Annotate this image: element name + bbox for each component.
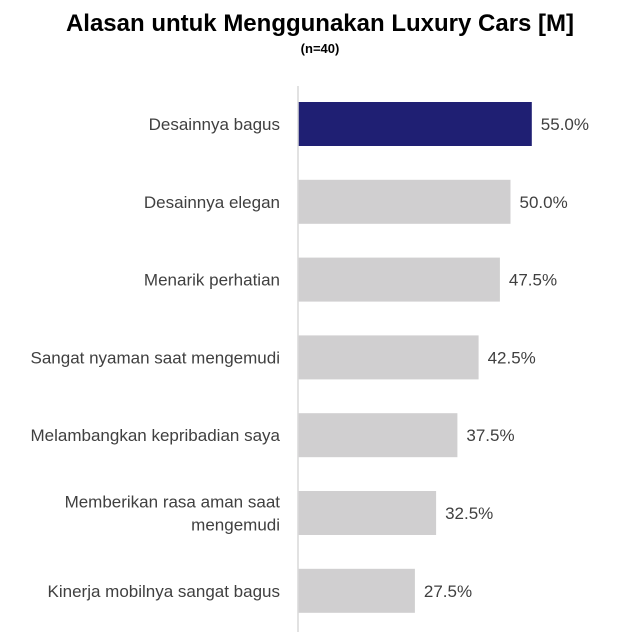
value-label-3: 47.5%: [509, 271, 557, 290]
category-label-3: Menarik perhatian: [144, 271, 280, 290]
value-label-6: 32.5%: [445, 504, 493, 523]
bar-7: [298, 568, 415, 613]
bars-layer: [298, 102, 532, 613]
value-label-2: 50.0%: [520, 193, 568, 212]
bar-6: [298, 491, 437, 535]
value-label-4: 42.5%: [488, 348, 536, 367]
category-label-5: Melambangkan kepribadian saya: [31, 426, 281, 445]
bar-2: [298, 179, 511, 224]
bar-1: [298, 102, 532, 146]
chart-title: Alasan untuk Menggunakan Luxury Cars [M]: [65, 10, 575, 37]
bar-4: [298, 335, 479, 380]
chart-subtitle: (n=40): [300, 41, 340, 56]
category-label-1: Desainnya bagus: [149, 115, 280, 134]
value-label-7: 27.5%: [424, 582, 472, 601]
value-label-1: 55.0%: [541, 115, 589, 134]
category-label-4: Sangat nyaman saat mengemudi: [31, 348, 281, 367]
bar-3: [298, 257, 500, 302]
labels-layer: 55.0% Desainnya bagus 50.0% Desainnya elega…: [31, 115, 590, 601]
value-label-5: 37.5%: [466, 426, 514, 445]
category-label-7: Kinerja mobilnya sangat bagus: [48, 582, 280, 601]
bar-5: [298, 413, 458, 458]
category-label-2: Desainnya elegan: [144, 193, 280, 212]
category-label-6: Memberikan rasa aman saat mengemudi: [65, 493, 281, 535]
